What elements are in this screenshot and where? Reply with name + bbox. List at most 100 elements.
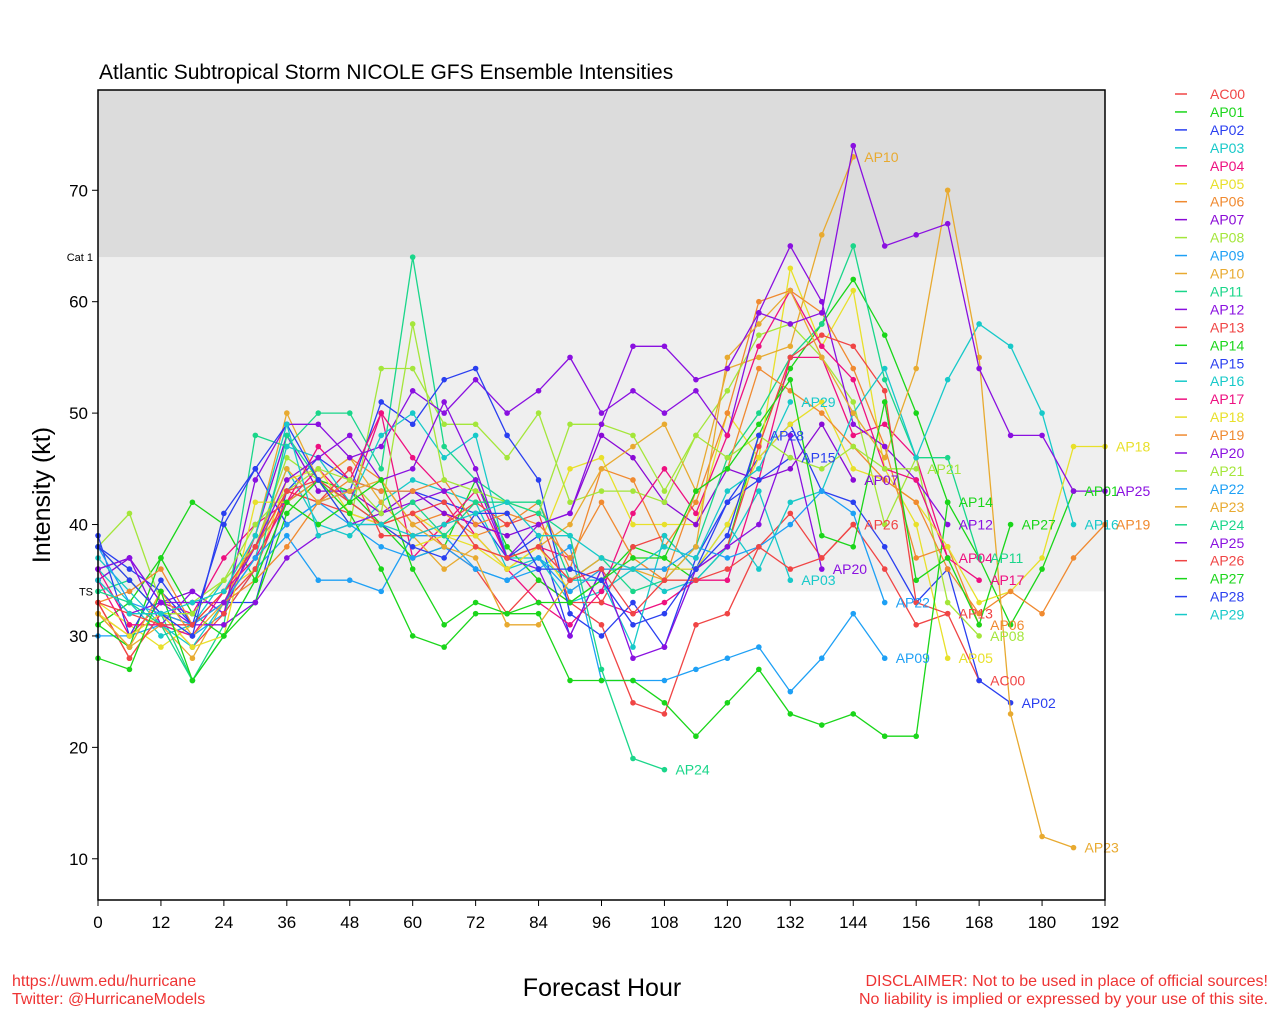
data-point — [472, 365, 479, 372]
data-point — [284, 421, 290, 428]
end-label: AP08 — [990, 628, 1024, 644]
footer-website: https://uwm.edu/hurricane — [12, 973, 197, 990]
data-point — [126, 566, 133, 572]
data-point — [567, 532, 573, 539]
data-point — [472, 610, 479, 617]
data-point — [881, 544, 888, 550]
data-point — [976, 321, 982, 327]
end-label: AP23 — [1085, 840, 1119, 856]
end-label: AP06 — [990, 617, 1024, 633]
footer-disclaimer: DISCLAIMER: Not to be used in place of o… — [859, 973, 1268, 1009]
data-point — [567, 499, 573, 506]
legend-item: AP28 — [1175, 589, 1244, 605]
legend-label: AP01 — [1210, 104, 1244, 120]
data-point — [693, 376, 699, 383]
data-point — [315, 532, 322, 539]
data-point — [409, 544, 416, 550]
data-point — [567, 354, 573, 361]
y-tick-label: 60 — [69, 293, 88, 312]
data-point — [756, 410, 762, 416]
data-point — [976, 577, 982, 584]
data-point — [158, 577, 164, 584]
data-point — [189, 677, 196, 684]
end-label: AP14 — [959, 494, 993, 510]
band-label: TS — [79, 586, 93, 598]
data-point — [189, 655, 196, 662]
legend-item: AP04 — [1175, 158, 1244, 174]
data-point — [693, 388, 699, 394]
data-point — [630, 343, 636, 350]
end-label: AP21 — [927, 461, 961, 477]
data-point — [598, 666, 605, 673]
y-tick-label: 30 — [69, 627, 88, 646]
data-point — [881, 566, 888, 572]
end-label: AP05 — [959, 650, 993, 666]
data-point — [787, 265, 794, 272]
x-tick-label: 24 — [214, 913, 233, 932]
data-point — [913, 521, 919, 528]
data-point — [724, 655, 731, 662]
data-point — [630, 755, 636, 762]
series-line — [97, 244, 949, 626]
data-point — [535, 532, 542, 539]
data-point — [504, 577, 510, 584]
data-point — [598, 577, 605, 584]
data-point — [409, 477, 416, 483]
data-point — [252, 532, 259, 539]
x-tick-label: 84 — [529, 913, 548, 932]
data-point — [598, 599, 605, 606]
data-point — [881, 332, 888, 338]
data-point — [126, 622, 133, 628]
data-point — [693, 488, 699, 494]
data-point — [818, 655, 825, 662]
footer-twitter: Twitter: @HurricaneModels — [12, 991, 206, 1008]
data-point — [284, 488, 290, 494]
data-point — [158, 555, 164, 561]
x-tick-label: 60 — [403, 913, 422, 932]
data-point — [221, 577, 227, 584]
data-point — [441, 421, 447, 428]
data-point — [126, 644, 133, 650]
data-point — [1070, 844, 1077, 851]
legend-label: AP25 — [1210, 535, 1244, 551]
data-point — [346, 532, 353, 539]
data-point — [661, 766, 668, 773]
data-point — [126, 655, 133, 662]
data-point — [284, 532, 290, 539]
data-point — [535, 599, 542, 606]
legend-label: AP05 — [1210, 176, 1244, 192]
data-point — [346, 577, 353, 584]
data-point — [378, 432, 385, 439]
data-point — [756, 488, 762, 494]
data-point — [881, 655, 888, 662]
end-label: AP02 — [1022, 695, 1056, 711]
data-point — [252, 599, 259, 606]
data-point — [504, 499, 510, 506]
legend-item: AP08 — [1175, 230, 1244, 246]
data-point — [976, 599, 982, 606]
data-point — [850, 544, 857, 550]
data-point — [756, 321, 762, 327]
data-point — [944, 655, 951, 662]
data-point — [472, 555, 479, 561]
data-point — [441, 488, 447, 494]
data-point — [850, 499, 857, 506]
data-point — [252, 521, 259, 528]
legend-label: AP26 — [1210, 553, 1244, 569]
data-point — [944, 555, 951, 561]
data-point — [284, 544, 290, 550]
data-point — [567, 599, 573, 606]
data-point — [818, 232, 825, 238]
data-point — [913, 232, 919, 238]
data-point — [441, 532, 447, 539]
legend-label: AP15 — [1210, 355, 1244, 371]
data-point — [850, 432, 857, 439]
end-label: AP17 — [990, 572, 1024, 588]
data-point — [315, 466, 322, 472]
data-point — [630, 555, 636, 561]
data-point — [787, 711, 794, 717]
data-point — [472, 376, 479, 383]
data-point — [126, 588, 133, 595]
data-point — [944, 220, 951, 227]
data-point — [976, 555, 982, 561]
